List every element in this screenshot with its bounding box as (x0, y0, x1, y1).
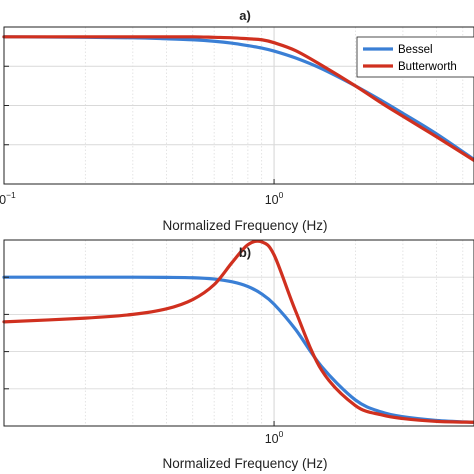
series-line-butterworth (2, 35, 474, 163)
series-line-butterworth (2, 239, 474, 424)
x-tick-label: 100 (265, 190, 284, 207)
panel-b-axes-frame (3, 239, 474, 427)
x-tick-label: 10−1 (0, 190, 16, 207)
panel-a-grid (3, 27, 474, 184)
panel-a-x-ticks: 10−1 100 (0, 65, 284, 207)
panel-b-title: b) (239, 245, 251, 260)
panel-b-x-ticks: 100 (4, 276, 284, 446)
panel-a-xlabel: Normalized Frequency (Hz) (162, 218, 327, 233)
panel-a: 10−1 100 a) Normalized Frequency (Hz) Bes… (0, 8, 474, 233)
legend-box (356, 36, 474, 78)
panel-b-series (2, 239, 474, 424)
panel-a-series (2, 35, 474, 163)
legend-label-bessel: Bessel (398, 44, 433, 56)
series-line-bessel (2, 275, 474, 424)
panel-b: 100 b) Normalized Frequency (Hz) (2, 239, 474, 471)
panel-b-xlabel: Normalized Frequency (Hz) (162, 456, 327, 471)
legend: Bessel Butterworth (356, 36, 474, 78)
x-tick-label: 100 (265, 429, 284, 446)
panel-a-title: a) (239, 8, 251, 23)
panel-b-grid (3, 240, 474, 426)
legend-label-butterworth: Butterworth (398, 61, 457, 73)
